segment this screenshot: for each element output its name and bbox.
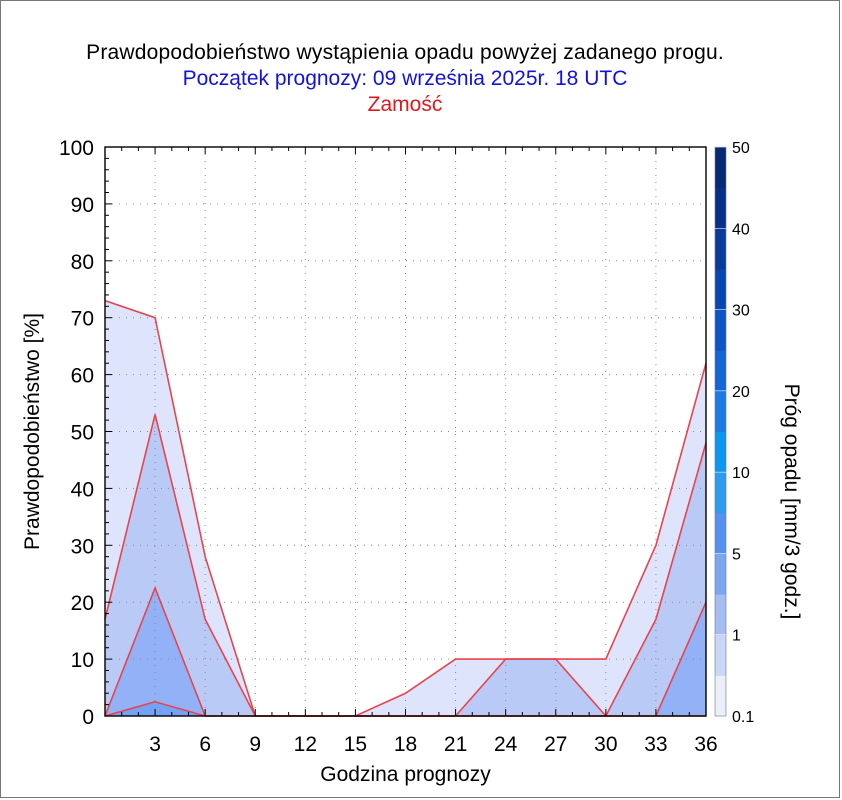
colorbar-label-1: 1 — [732, 628, 741, 645]
colorbar-segment-1 — [715, 634, 726, 676]
x-tick-label-9: 9 — [249, 733, 261, 756]
colorbar-segment-13 — [715, 147, 726, 189]
colorbar-segment-4 — [715, 512, 726, 554]
colorbar-label-5: 5 — [732, 546, 741, 563]
area-band-10 — [105, 701, 706, 716]
colorbar-segment-10 — [715, 268, 726, 311]
x-tick-label-15: 15 — [344, 733, 367, 756]
colorbar-label-30: 30 — [732, 303, 750, 320]
y-tick-label-10: 10 — [71, 649, 94, 672]
x-tick-label-3: 3 — [149, 733, 161, 756]
x-tick-label-18: 18 — [394, 733, 417, 756]
y-tick-label-0: 0 — [82, 706, 94, 729]
x-tick-label-27: 27 — [544, 733, 567, 756]
colorbar-segment-12 — [715, 187, 726, 229]
x-tick-label-36: 36 — [694, 733, 717, 756]
colorbar-segment-9 — [715, 309, 726, 351]
series-line-0_1 — [104, 299, 707, 717]
x-tick-label-21: 21 — [444, 733, 467, 756]
x-tick-label-12: 12 — [294, 733, 317, 756]
x-tick-label-6: 6 — [199, 733, 211, 756]
y-tick-label-80: 80 — [71, 251, 94, 274]
x-tick-label-30: 30 — [594, 733, 617, 756]
colorbar-label-0_1: 0.1 — [732, 709, 754, 726]
colorbar-label-40: 40 — [732, 221, 750, 238]
colorbar-label-50: 50 — [732, 140, 750, 157]
y-tick-label-40: 40 — [71, 478, 94, 501]
y-tick-label-60: 60 — [71, 365, 94, 388]
colorbar-segment-0 — [715, 675, 726, 717]
colorbar-segment-11 — [715, 228, 726, 270]
forecast-start-subtitle: Początek prognozy: 09 września 2025r. 18… — [182, 67, 628, 90]
colorbar-title: Próg opadu [mm/3 godz.] — [780, 384, 803, 620]
colorbar-segment-2 — [715, 594, 726, 636]
chart-title: Prawdopodobieństwo wystąpienia opadu pow… — [86, 41, 724, 64]
x-tick-label-24: 24 — [494, 733, 518, 756]
y-tick-label-20: 20 — [71, 592, 94, 615]
y-axis-title: Prawdopodobieństwo [%] — [21, 313, 44, 550]
y-tick-label-100: 100 — [59, 137, 94, 160]
colorbar-segment-7 — [715, 390, 726, 432]
colorbar-segment-6 — [715, 431, 726, 473]
colorbar-label-10: 10 — [732, 465, 750, 482]
colorbar-label-20: 20 — [732, 384, 750, 401]
colorbar-segment-3 — [715, 553, 726, 595]
chart-title-block: Prawdopodobieństwo wystąpienia opadu pow… — [0, 40, 810, 118]
y-tick-label-50: 50 — [71, 422, 94, 445]
colorbar-segment-8 — [715, 350, 726, 392]
location-subtitle: Zamość — [367, 93, 443, 116]
y-tick-label-30: 30 — [71, 535, 94, 558]
y-tick-label-90: 90 — [71, 194, 94, 217]
y-tick-label-70: 70 — [71, 308, 94, 331]
area-band-5 — [105, 587, 706, 716]
x-axis-title: Godzina prognozy — [320, 763, 491, 786]
x-tick-label-33: 33 — [644, 733, 667, 756]
colorbar-segment-5 — [715, 472, 726, 514]
